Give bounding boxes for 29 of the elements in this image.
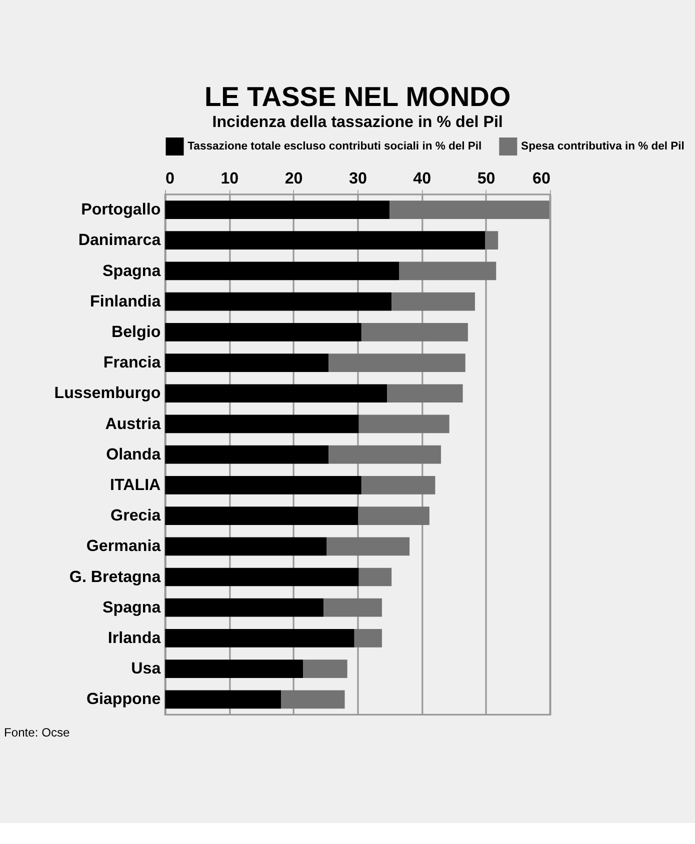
y-tick-label: Danimarca [78,231,162,250]
x-tick-label: 10 [220,170,239,188]
y-tick-label: Olanda [106,445,162,464]
x-tick-label: 40 [413,170,432,188]
y-tick-label: Germania [86,537,162,556]
y-tick-label: Giappone [86,690,161,708]
chart-subtitle: Incidenza della tassazione in % del Pil [212,112,503,131]
x-tick-label: 30 [349,170,367,188]
y-tick-label: Usa [131,660,162,678]
y-tick-label: Grecia [110,506,162,525]
x-tick-label: 0 [165,170,174,188]
y-tick-label: Spagna [102,598,162,616]
x-tick-label: 60 [532,170,550,188]
chart-title: LE TASSE NEL MONDO [204,80,511,112]
y-tick-label: Finlandia [90,292,162,310]
y-tick-label: Spagna [102,262,162,280]
x-tick-label: 50 [477,170,496,188]
legend-label: Spesa contributiva in % del Pil [521,140,684,153]
y-tick-label: ITALIA [110,476,162,494]
x-tick-label: 20 [284,170,303,188]
legend-label: Tassazione totale escluso contributi sociali in % del Pil [188,140,482,153]
y-tick-label: Francia [103,354,162,372]
y-tick-label: Portogallo [81,200,161,219]
source-note: Fonte: Ocse [4,725,70,740]
y-tick-label: Austria [105,414,162,433]
y-tick-label: Lussemburgo [54,384,161,402]
y-tick-label: Irlanda [108,629,162,648]
y-tick-label: Belgio [111,323,161,342]
y-tick-label: G. Bretagna [69,568,162,586]
